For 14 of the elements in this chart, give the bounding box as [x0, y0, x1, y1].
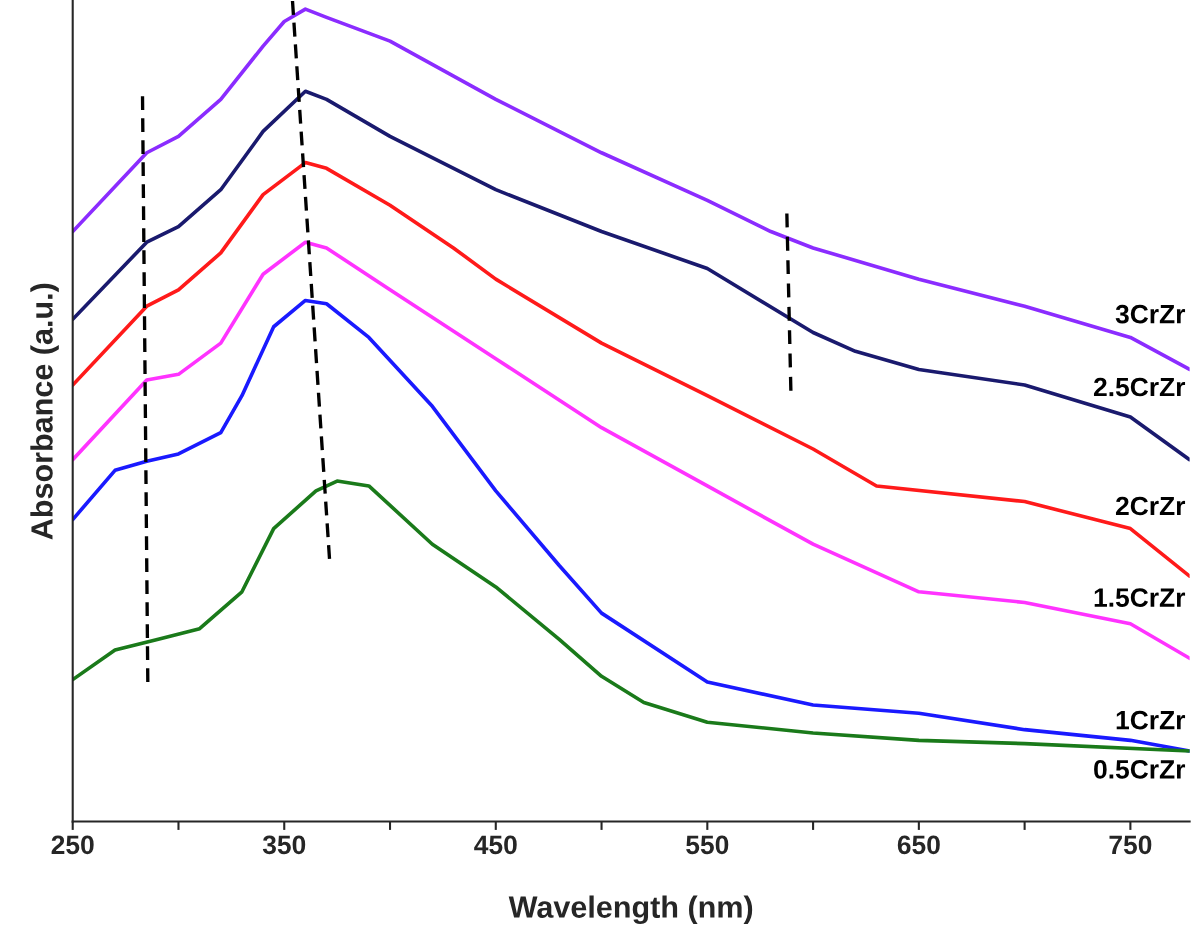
x-axis-title: Wavelength (nm): [508, 895, 753, 925]
series-label: 1CrZr: [1116, 710, 1186, 730]
x-tick-label: 550: [686, 835, 729, 855]
x-tick-label: 650: [897, 835, 940, 855]
x-tick-label: 250: [51, 835, 94, 855]
series-label: 1.5CrZr: [1094, 588, 1186, 607]
x-tick-label: 350: [262, 835, 306, 855]
series-label: 2CrZr: [1115, 496, 1186, 516]
y-axis-title: Absorbance (a.u.): [30, 283, 59, 540]
x-tick-label: 750: [1109, 835, 1152, 855]
series-label: 0.5CrZr: [1094, 760, 1186, 779]
series-label: 3CrZr: [1115, 304, 1186, 324]
series-label: 2.5CrZr: [1093, 377, 1186, 397]
x-tick-label: 450: [474, 835, 517, 855]
